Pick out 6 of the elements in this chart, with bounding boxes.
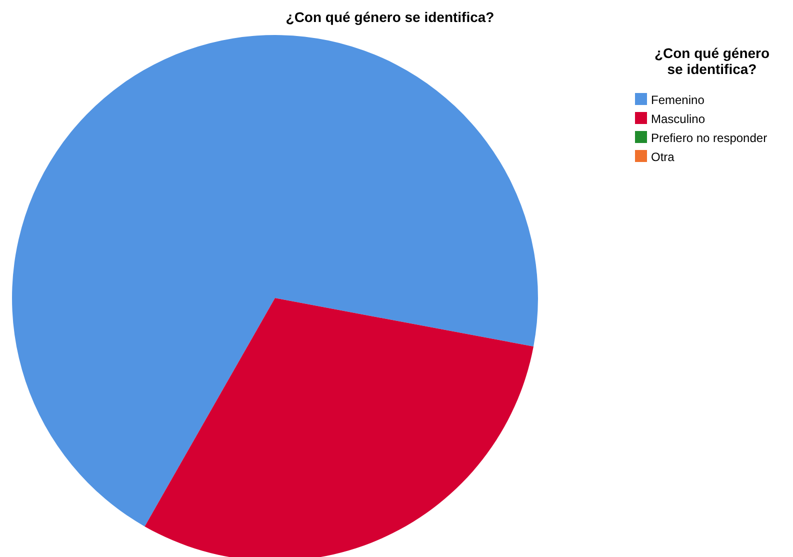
legend-title: ¿Con qué género se identifica? [654,45,770,77]
legend-label: Prefiero no responder [651,131,768,145]
chart-title: ¿Con qué género se identifica? [286,9,494,25]
legend-label: Femenino [651,93,705,107]
legend-label: Otra [651,150,675,164]
legend-label: Masculino [651,112,706,126]
